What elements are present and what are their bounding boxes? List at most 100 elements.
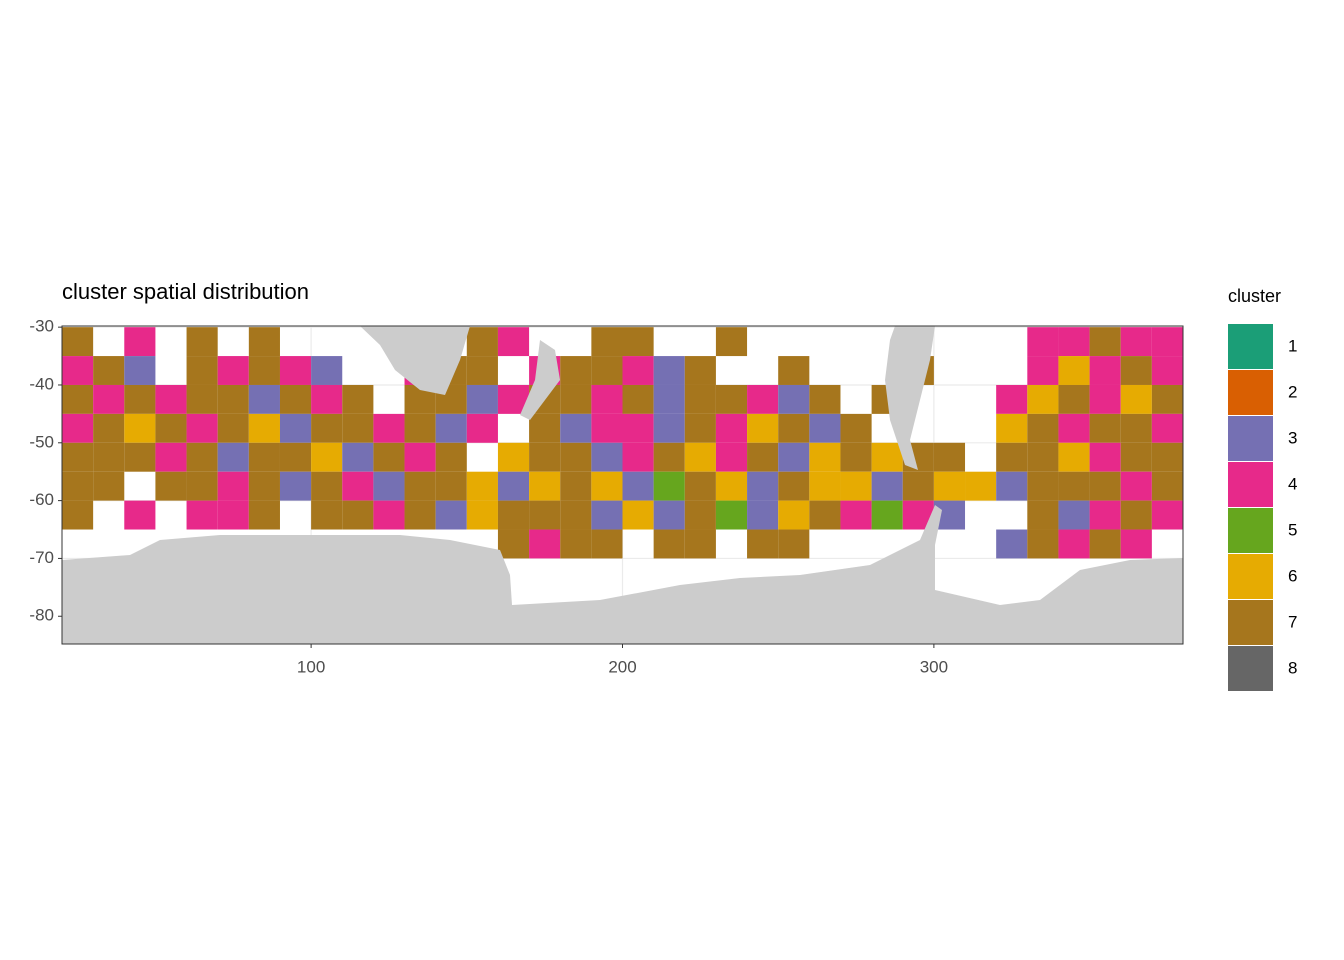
cell [622,384,654,414]
cell [62,442,94,472]
cell [778,356,810,385]
cell [373,471,405,501]
cell [404,471,436,501]
cell [217,356,249,385]
legend-label: 6 [1288,566,1297,585]
legend-title: cluster [1228,286,1281,306]
cell [1151,356,1183,385]
cell [93,471,125,501]
cell [155,471,187,501]
y-tick-label: -50 [29,432,54,451]
cell [466,471,498,501]
legend-label: 1 [1288,336,1297,355]
chart-title: cluster spatial distribution [62,279,309,304]
land [62,326,1183,644]
cell [497,471,530,501]
cell [591,413,623,443]
axes: 100 200 300 -30 -40 -50 -60 -70 -80 [29,317,948,677]
cell [684,384,716,414]
cell [248,356,280,385]
legend-key [1228,554,1273,599]
cell [311,413,343,443]
cell [248,500,280,530]
cell [653,413,685,443]
cell [248,413,280,443]
cell [1058,500,1090,530]
cell [248,471,280,501]
cell [622,327,654,357]
cell [248,384,280,414]
cell [840,413,872,443]
legend-key [1228,462,1273,507]
cell [124,413,156,443]
cell [684,471,716,501]
cell [715,413,748,443]
cell [186,327,218,357]
cell [248,442,280,472]
cell [466,384,498,414]
cell [155,413,187,443]
cell [560,413,592,443]
cell [747,529,779,559]
y-tick-label: -70 [29,548,54,567]
cell [1058,471,1090,501]
cell [591,442,623,472]
y-tick-label: -60 [29,490,54,509]
cell [279,442,312,472]
legend-label: 7 [1288,612,1297,631]
cell [1089,442,1121,472]
cell [996,413,1028,443]
cell [809,471,841,501]
cell [1027,413,1059,443]
cell [1027,529,1059,559]
cell [342,384,374,414]
cell [404,413,436,443]
cell [1027,442,1059,472]
cell [466,327,498,357]
cell [1120,327,1152,357]
cell [715,327,748,357]
legend: cluster 1 2 3 4 5 6 7 8 [1228,286,1297,691]
cell [840,471,872,501]
cell [342,471,374,501]
cell [1120,529,1152,559]
cell [1120,356,1152,385]
cell [1120,471,1152,501]
africa [360,326,470,395]
cell [279,384,312,414]
cell [529,442,561,472]
cell [1027,471,1059,501]
cell [62,327,94,357]
cell [1058,529,1090,559]
cell [591,384,623,414]
x-tick-label: 300 [920,657,948,676]
cell [996,384,1028,414]
cell [560,500,592,530]
cell [591,327,623,357]
cell [217,442,249,472]
x-tick-label: 200 [608,657,636,676]
cell [996,529,1028,559]
cell [965,471,997,501]
cell [778,500,810,530]
cell [62,413,94,443]
cell [186,413,218,443]
cell [497,529,530,559]
legend-key [1228,370,1273,415]
cell [622,442,654,472]
cell [62,356,94,385]
cell [404,500,436,530]
cell [560,529,592,559]
cell [217,384,249,414]
cell [1089,384,1121,414]
cell [996,471,1028,501]
antarctica [62,505,1183,644]
cell [529,471,561,501]
cell [1151,442,1183,472]
cell [497,327,530,357]
cell [186,384,218,414]
legend-key [1228,646,1273,691]
cell [1089,471,1121,501]
cell [1089,327,1121,357]
